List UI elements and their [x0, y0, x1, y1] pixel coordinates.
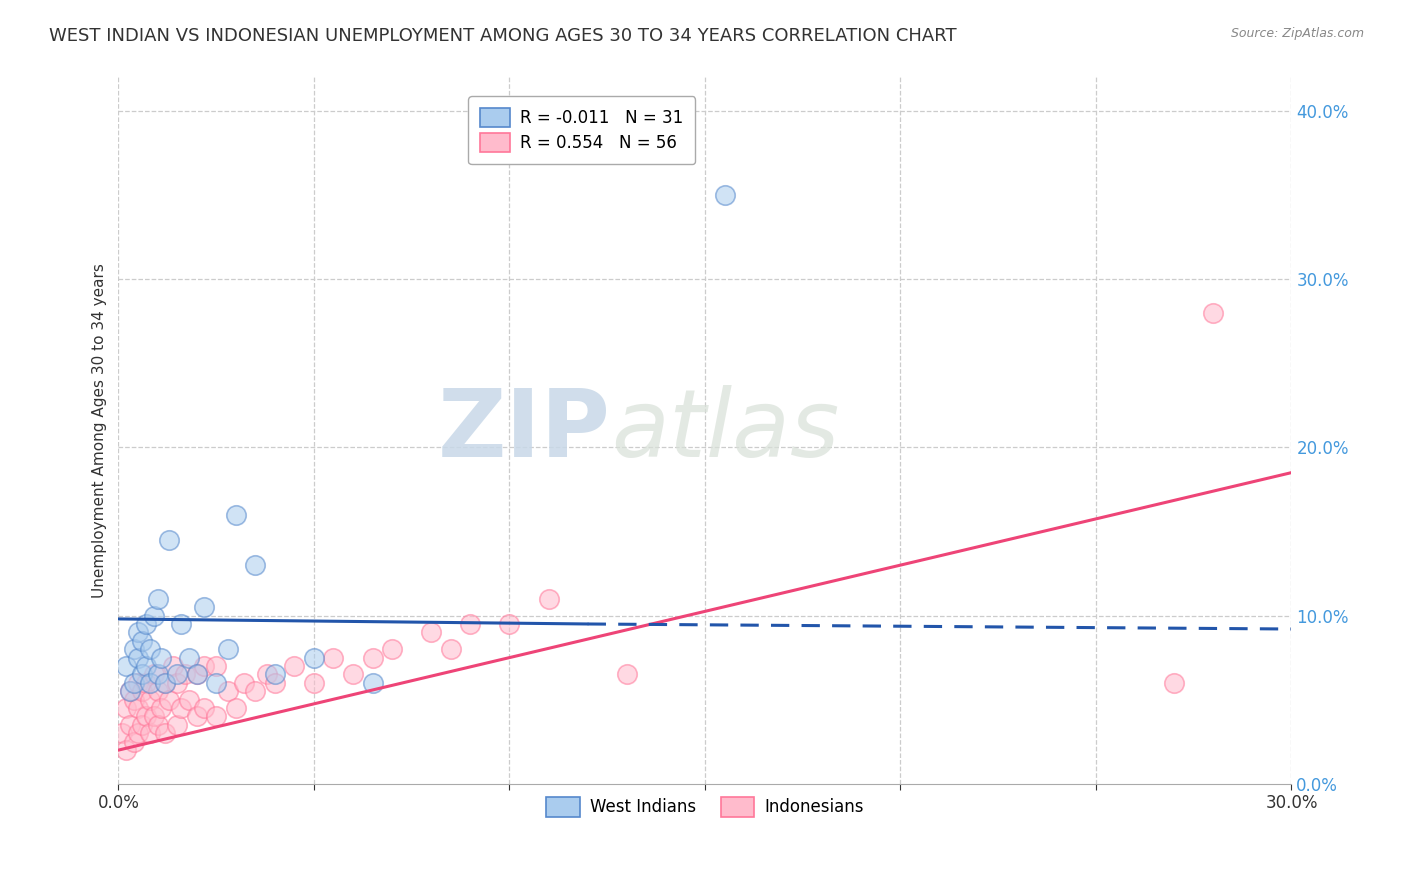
Point	[142, 709, 165, 723]
Point	[135, 676, 157, 690]
Point	[381, 642, 404, 657]
Point	[131, 718, 153, 732]
Point	[232, 676, 254, 690]
Point	[713, 188, 735, 202]
Point	[131, 633, 153, 648]
Point	[420, 625, 443, 640]
Point	[115, 659, 138, 673]
Point	[115, 743, 138, 757]
Point	[1202, 306, 1225, 320]
Point	[142, 608, 165, 623]
Point	[174, 667, 197, 681]
Point	[166, 667, 188, 681]
Point	[193, 701, 215, 715]
Point	[263, 667, 285, 681]
Point	[361, 650, 384, 665]
Text: Source: ZipAtlas.com: Source: ZipAtlas.com	[1230, 27, 1364, 40]
Point	[1163, 676, 1185, 690]
Point	[157, 692, 180, 706]
Point	[186, 667, 208, 681]
Point	[157, 533, 180, 547]
Point	[115, 701, 138, 715]
Point	[150, 701, 173, 715]
Point	[263, 676, 285, 690]
Point	[217, 642, 239, 657]
Text: atlas: atlas	[612, 385, 839, 476]
Point	[170, 701, 193, 715]
Point	[302, 676, 325, 690]
Point	[205, 676, 228, 690]
Point	[460, 617, 482, 632]
Point	[127, 650, 149, 665]
Point	[225, 508, 247, 522]
Point	[225, 701, 247, 715]
Point	[256, 667, 278, 681]
Point	[162, 659, 184, 673]
Point	[122, 642, 145, 657]
Point	[245, 558, 267, 573]
Point	[122, 676, 145, 690]
Point	[111, 726, 134, 740]
Point	[120, 684, 142, 698]
Point	[122, 734, 145, 748]
Point	[170, 617, 193, 632]
Point	[283, 659, 305, 673]
Point	[155, 726, 177, 740]
Point	[127, 625, 149, 640]
Point	[177, 692, 200, 706]
Point	[155, 676, 177, 690]
Point	[135, 659, 157, 673]
Point	[205, 659, 228, 673]
Point	[193, 659, 215, 673]
Point	[131, 667, 153, 681]
Point	[120, 718, 142, 732]
Point	[138, 676, 160, 690]
Point	[302, 650, 325, 665]
Point	[177, 650, 200, 665]
Point	[150, 650, 173, 665]
Point	[498, 617, 520, 632]
Point	[205, 709, 228, 723]
Point	[127, 726, 149, 740]
Point	[120, 684, 142, 698]
Point	[122, 692, 145, 706]
Point	[138, 692, 160, 706]
Point	[146, 591, 169, 606]
Point	[146, 718, 169, 732]
Point	[146, 684, 169, 698]
Point	[155, 676, 177, 690]
Point	[142, 667, 165, 681]
Point	[127, 701, 149, 715]
Point	[135, 617, 157, 632]
Point	[138, 642, 160, 657]
Point	[193, 600, 215, 615]
Point	[131, 684, 153, 698]
Y-axis label: Unemployment Among Ages 30 to 34 years: Unemployment Among Ages 30 to 34 years	[93, 263, 107, 598]
Point	[186, 667, 208, 681]
Point	[138, 726, 160, 740]
Point	[217, 684, 239, 698]
Point	[616, 667, 638, 681]
Point	[166, 718, 188, 732]
Point	[146, 667, 169, 681]
Point	[342, 667, 364, 681]
Point	[322, 650, 344, 665]
Point	[186, 709, 208, 723]
Point	[361, 676, 384, 690]
Point	[245, 684, 267, 698]
Point	[127, 676, 149, 690]
Point	[440, 642, 463, 657]
Text: WEST INDIAN VS INDONESIAN UNEMPLOYMENT AMONG AGES 30 TO 34 YEARS CORRELATION CHA: WEST INDIAN VS INDONESIAN UNEMPLOYMENT A…	[49, 27, 957, 45]
Legend: West Indians, Indonesians: West Indians, Indonesians	[538, 789, 872, 825]
Point	[537, 591, 560, 606]
Text: ZIP: ZIP	[439, 384, 612, 476]
Point	[135, 709, 157, 723]
Point	[166, 676, 188, 690]
